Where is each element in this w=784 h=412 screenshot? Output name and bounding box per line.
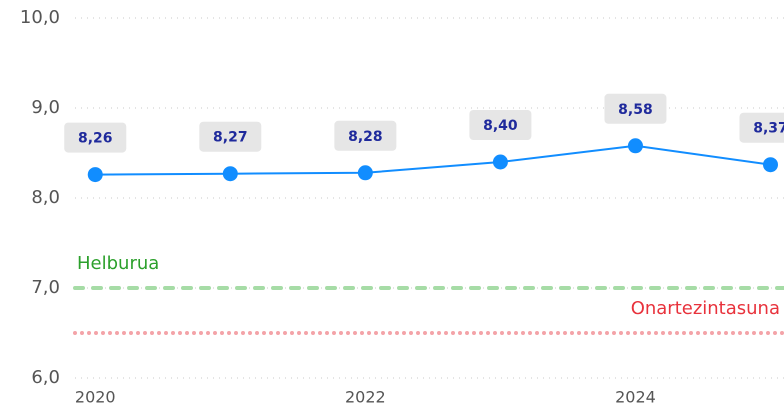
data-label-box (199, 121, 262, 152)
data-point (492, 154, 508, 170)
data-point (762, 157, 778, 173)
y-tick-label: 7,0 (31, 277, 60, 298)
reference-label: Helburua (77, 253, 159, 274)
data-label-box (604, 93, 667, 124)
data-label: 8,40 (483, 118, 518, 134)
y-tick-label: 6,0 (31, 367, 60, 388)
data-label-box (469, 110, 532, 140)
data-point (357, 165, 373, 181)
data-point (627, 138, 643, 154)
data-label-box (334, 120, 397, 151)
data-label: 8,27 (213, 130, 248, 146)
data-label: 8,28 (348, 129, 383, 145)
y-tick-label: 8,0 (31, 187, 60, 208)
data-label-box (64, 122, 127, 153)
data-point (222, 166, 238, 182)
x-tick-label: 2022 (345, 388, 386, 407)
series-line (95, 144, 771, 176)
data-label-box (739, 112, 784, 143)
x-tick-label: 2020 (75, 388, 116, 407)
y-tick-label: 9,0 (31, 97, 60, 118)
data-label: 8,58 (618, 102, 653, 118)
reference-label: Onartezintasuna (631, 298, 780, 319)
data-label: 8,26 (78, 131, 113, 147)
data-label: 8,37 (753, 121, 784, 137)
data-point (87, 167, 103, 183)
x-tick-label: 2024 (615, 388, 656, 407)
y-tick-label: 10,0 (20, 7, 60, 28)
